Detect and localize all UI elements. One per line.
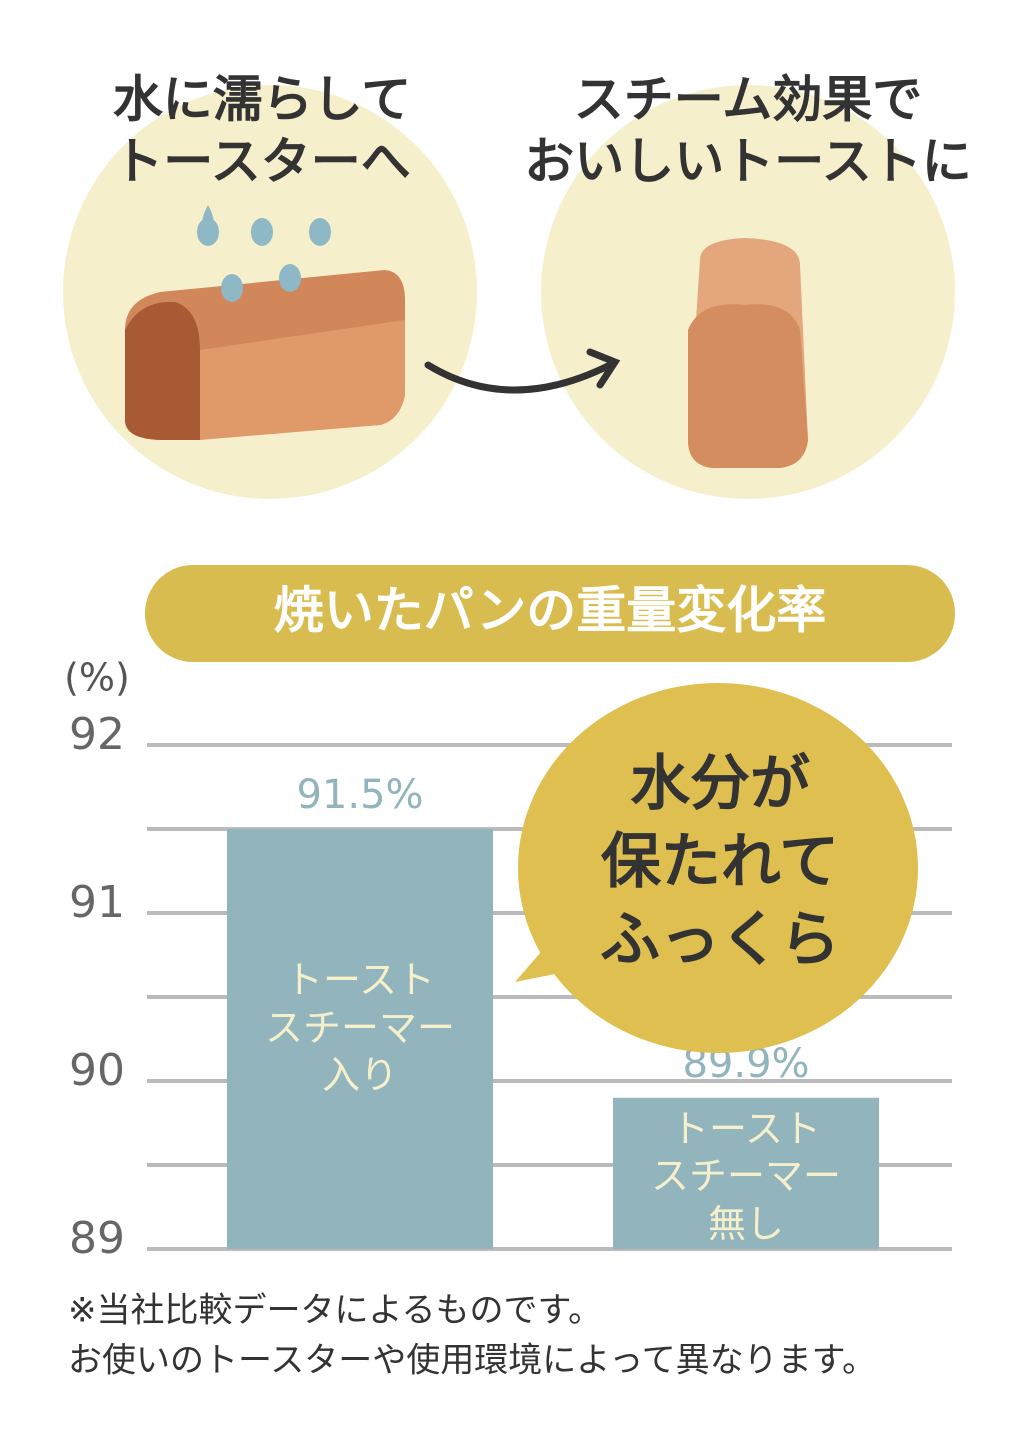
arrow [424, 361, 614, 394]
y-tick-label: 90 [69, 1045, 125, 1096]
footnote: お使いのトースターや使用環境によって異なります。 [68, 1341, 876, 1381]
bread-wet [125, 270, 405, 440]
y-tick-label: 89 [69, 1213, 125, 1264]
chart-title: 焼いたパンの重量変化率 [274, 582, 827, 640]
caption: トースターへ [113, 133, 411, 191]
title-pill [145, 565, 955, 662]
bread-toasted [688, 238, 808, 468]
y-tick-label: 92 [69, 709, 125, 760]
bar [613, 1097, 879, 1249]
caption: スチーム効果で [574, 71, 923, 129]
caption: おいしいトーストに [524, 133, 972, 191]
category-label: トースト スチーマー 無し [650, 1106, 841, 1246]
value-label: 91.5% [296, 772, 423, 818]
annotation: 水分が 保たれて ふっくら [600, 749, 840, 975]
speech-bubble [518, 683, 918, 1053]
y-tick-label: 91 [69, 877, 125, 928]
y-axis-label: (%) [64, 656, 130, 700]
water-drops [197, 205, 331, 302]
bar [227, 829, 493, 1249]
footnote: ※当社比較データによるものです。 [68, 1291, 602, 1331]
category-label: トースト スチーマー 入り [264, 958, 455, 1097]
arrow-head [586, 348, 621, 389]
caption: 水に濡らして [113, 71, 412, 129]
